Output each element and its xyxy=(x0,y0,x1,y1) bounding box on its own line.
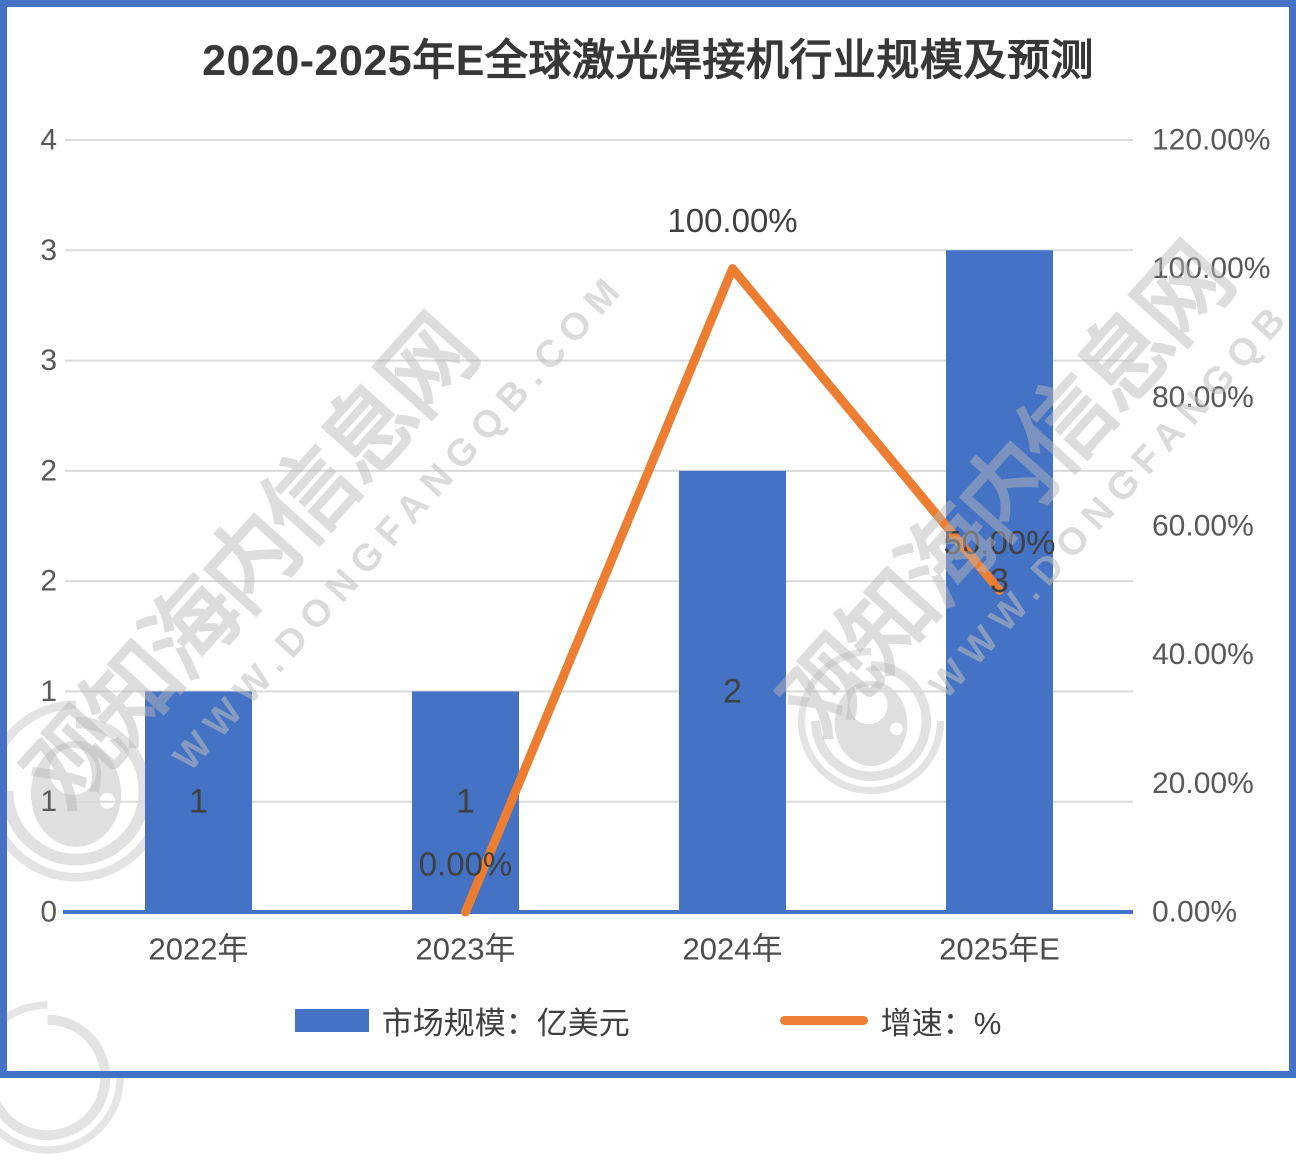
growth-value-label: 100.00% xyxy=(667,202,797,239)
bar-series-swatch xyxy=(294,1009,369,1032)
left-axis-tick-label: 4 xyxy=(40,124,57,157)
bar-value-label: 1 xyxy=(456,783,475,821)
x-axis-category-label: 2024年 xyxy=(683,932,783,967)
left-axis-tick-label: 2 xyxy=(40,565,57,598)
left-axis-tick-label: 3 xyxy=(40,234,57,267)
right-axis-tick-label: 60.00% xyxy=(1152,510,1254,543)
left-axis-tick-label: 2 xyxy=(40,454,57,487)
left-axis-tick-label: 3 xyxy=(40,344,57,377)
growth-value-label: 50.00% xyxy=(944,524,1056,561)
x-axis-category-label: 2023年 xyxy=(416,932,516,967)
right-axis-tick-label: 40.00% xyxy=(1152,638,1254,671)
right-axis-tick-label: 120.00% xyxy=(1152,124,1270,157)
bar-2024年 xyxy=(679,470,786,912)
left-axis-tick-label: 1 xyxy=(40,785,57,818)
right-axis-tick-label: 80.00% xyxy=(1152,381,1254,414)
growth-value-label: 0.00% xyxy=(419,846,513,883)
legend-item-growth: 增速：% xyxy=(779,998,1002,1043)
growth-line xyxy=(461,264,1004,917)
chart-title: 2020-2025年E全球激光焊接机行业规模及预测 xyxy=(202,37,1094,85)
legend-label: 市场规模：亿美元 xyxy=(381,1006,630,1041)
line-series-swatch xyxy=(779,1016,868,1025)
bar-2023年 xyxy=(412,691,519,912)
right-axis-tick-label: 100.00% xyxy=(1152,252,1270,285)
legend-item-market-size: 市场规模：亿美元 xyxy=(294,998,630,1043)
left-axis-tick-label: 1 xyxy=(40,675,57,708)
x-axis-category-label: 2022年 xyxy=(149,932,249,967)
right-axis-tick-label: 0.00% xyxy=(1152,896,1237,929)
bar-2025年E xyxy=(946,250,1053,913)
combo-chart: 011223340.00%20.00%40.00%60.00%80.00%100… xyxy=(40,124,1270,967)
bar-value-label: 3 xyxy=(990,562,1009,600)
bar-value-label: 1 xyxy=(189,783,208,821)
x-axis-category-label: 2025年E xyxy=(939,932,1060,967)
chart-legend: 市场规模：亿美元 增速：% xyxy=(0,998,1296,1043)
right-axis-tick-label: 20.00% xyxy=(1152,767,1254,800)
left-axis-tick-label: 0 xyxy=(40,896,57,929)
legend-label: 增速：% xyxy=(880,1006,1002,1041)
bar-value-label: 2 xyxy=(723,672,742,710)
